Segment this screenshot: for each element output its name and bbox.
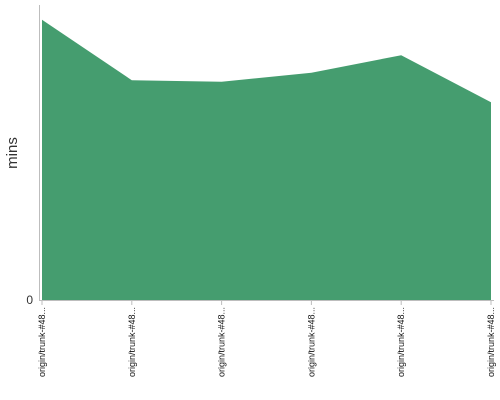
x-tick-label: origin/trunk-#48... [37, 307, 47, 377]
y-axis-label: mins [4, 137, 21, 169]
x-tick-label: origin/trunk-#48... [306, 307, 316, 377]
plot-area [42, 19, 491, 301]
x-tick-label: origin/trunk-#48... [486, 307, 496, 377]
x-tick-label: origin/trunk-#48... [127, 307, 137, 377]
area-series [42, 19, 491, 301]
y-axis-ticks: 0 [26, 293, 33, 307]
x-axis-ticks: origin/trunk-#48... origin/trunk-#48... or… [37, 300, 496, 377]
x-tick-label: origin/trunk-#48... [396, 307, 406, 377]
x-tick-label: origin/trunk-#48... [217, 307, 227, 377]
y-tick-label: 0 [26, 293, 33, 307]
